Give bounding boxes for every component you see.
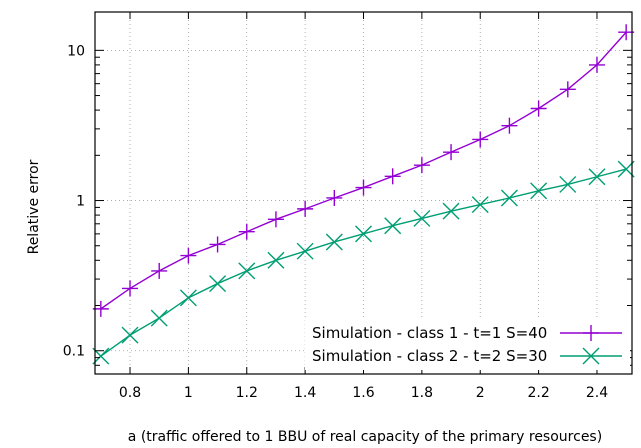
series-2-point [238, 262, 256, 280]
marker-stroke [413, 209, 431, 227]
series-2-point [500, 189, 518, 207]
x-tick-label: 1 [184, 385, 193, 401]
x-tick-label: 1.6 [352, 385, 374, 401]
series-1-point [238, 223, 255, 240]
series-1-point [530, 100, 547, 117]
marker-stroke [559, 175, 577, 193]
y-tick-labels: 0.1 1 10 [63, 43, 85, 359]
series-1-point [501, 117, 518, 134]
series-1-point [384, 168, 401, 185]
series-1-point [151, 262, 168, 279]
marker-stroke [209, 275, 227, 293]
series-2-point [267, 251, 285, 269]
series-2-point [413, 209, 431, 227]
marker-stroke [325, 233, 343, 251]
y-tick-label: 1 [76, 194, 85, 210]
legend-marker [583, 325, 599, 341]
x-tick-label: 1.2 [236, 385, 258, 401]
marker-stroke [500, 189, 518, 207]
marker-stroke [296, 242, 314, 260]
series-2-point [296, 242, 314, 260]
marker-stroke [530, 182, 548, 200]
series-2-point [150, 309, 168, 327]
legend-label: Simulation - class 2 - t=2 S=30 [312, 347, 547, 365]
series-2-point [530, 182, 548, 200]
series-2 [92, 160, 635, 365]
series-1-point [180, 247, 197, 264]
series-2-point [179, 289, 197, 307]
series-1-point [122, 280, 139, 297]
series-1-point [355, 179, 372, 196]
series-1-point [443, 144, 460, 161]
series-2-point [588, 168, 606, 186]
series-2-point [471, 196, 489, 214]
x-tick-label: 1.4 [294, 385, 316, 401]
x-tick-label: 0.8 [119, 385, 141, 401]
x-tick-label: 1.8 [411, 385, 433, 401]
marker-stroke [588, 168, 606, 186]
x-tick-labels: 0.8 1 1.2 1.4 1.6 1.8 2 2.2 2.4 [119, 385, 608, 401]
y-axis-label: Relative error [26, 159, 42, 254]
marker-stroke [384, 217, 402, 235]
series-1-point [588, 56, 605, 73]
series-2-point [121, 326, 139, 344]
x-tick-label: 2.2 [527, 385, 549, 401]
series-2-point [384, 217, 402, 235]
marker-stroke [442, 202, 460, 220]
series-1-point [209, 236, 226, 253]
series-1-point [267, 211, 284, 228]
series-2-point [559, 175, 577, 193]
x-tick-label: 2 [476, 385, 485, 401]
marker-stroke [267, 251, 285, 269]
y-tick-label: 0.1 [63, 344, 85, 360]
marker-stroke [179, 289, 197, 307]
series-2-point [355, 225, 372, 243]
x-axis-label: a (traffic offered to 1 BBU of real capa… [128, 429, 602, 445]
series-1-point [297, 200, 314, 217]
series-layer [92, 24, 635, 365]
legend: Simulation - class 1 - t=1 S=40 Simulatio… [305, 318, 630, 370]
marker-stroke [238, 262, 256, 280]
series-1-point [472, 131, 489, 148]
series-2-point [209, 275, 227, 293]
series-1-line [100, 31, 627, 310]
marker-stroke [150, 309, 168, 327]
marker-stroke [582, 347, 600, 365]
y-tick-label: 10 [67, 43, 85, 59]
series-2-point [325, 233, 343, 251]
x-tick-label: 2.4 [586, 385, 608, 401]
series-1-point [559, 81, 576, 98]
legend-label: Simulation - class 1 - t=1 S=40 [312, 324, 547, 342]
series-1-point [413, 157, 430, 174]
legend-background [305, 318, 630, 370]
series-1 [92, 24, 635, 317]
marker-stroke [121, 326, 139, 344]
marker-stroke [355, 225, 372, 243]
series-2-point [442, 202, 460, 220]
marker-stroke [471, 196, 489, 214]
legend-marker [582, 347, 600, 365]
series-1-point [326, 189, 343, 206]
